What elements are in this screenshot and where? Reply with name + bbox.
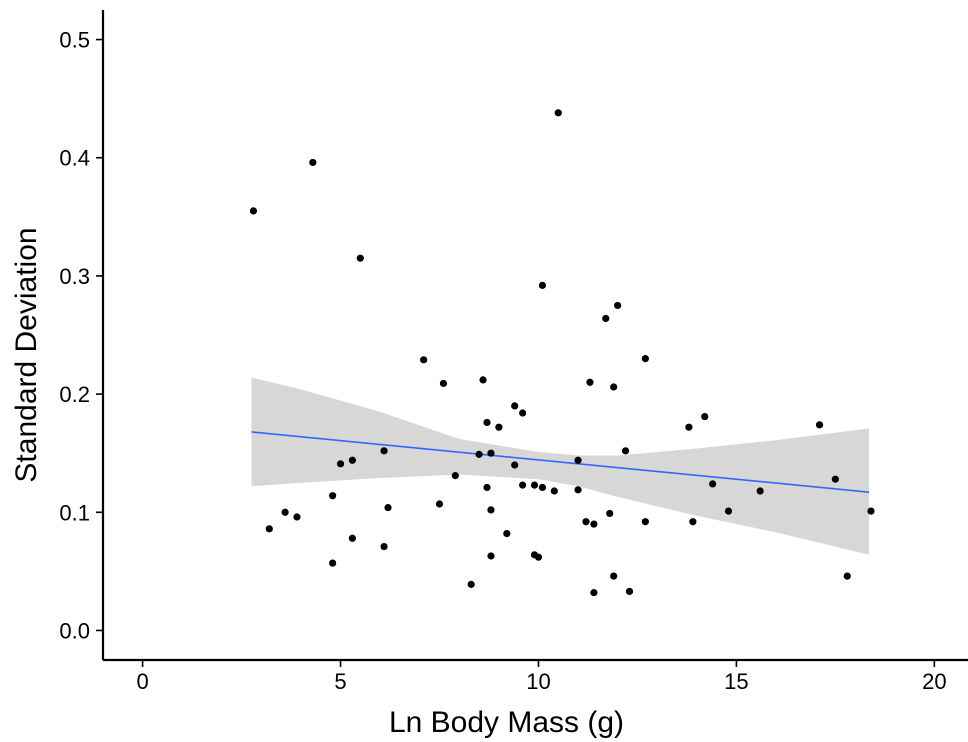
data-point: [538, 483, 547, 492]
data-point: [724, 507, 733, 515]
data-point: [590, 589, 598, 597]
data-point: [511, 402, 519, 410]
data-point: [479, 376, 487, 384]
data-point: [475, 450, 483, 458]
data-point: [582, 518, 590, 526]
data-point: [348, 534, 357, 542]
x-axis-title: Ln Body Mass (g): [389, 706, 624, 739]
data-point: [685, 423, 693, 431]
data-point: [495, 423, 503, 431]
x-tick-label: 5: [334, 669, 346, 694]
data-point: [610, 383, 618, 391]
data-point: [534, 553, 543, 561]
trend-line-layer: [251, 431, 870, 493]
axes-layer: 0.0 0.1 0.2 0.3 0.4 0.5 0 5 10 15 20: [59, 10, 968, 694]
y-tick-label: 0.1: [59, 500, 90, 525]
data-point: [756, 487, 764, 495]
data-point: [329, 559, 337, 567]
y-tick-label: 0.5: [59, 28, 90, 53]
data-point: [356, 254, 364, 262]
data-point: [384, 503, 392, 512]
data-point: [483, 418, 491, 427]
data-point: [621, 447, 630, 455]
data-point: [550, 487, 558, 495]
points-layer: [249, 109, 875, 597]
data-point: [574, 486, 582, 494]
data-point: [641, 355, 649, 363]
y-axis-title: Standard Deviation: [10, 227, 43, 482]
confidence-band: [251, 377, 869, 555]
data-point: [590, 520, 598, 528]
data-point: [451, 472, 459, 480]
data-point: [265, 525, 273, 533]
data-point: [574, 456, 582, 464]
data-point: [487, 552, 495, 560]
data-point: [831, 475, 839, 483]
x-tick-label: 20: [922, 669, 946, 694]
data-point: [709, 480, 717, 488]
data-point: [281, 508, 289, 516]
y-tick-label: 0.3: [59, 264, 90, 289]
x-tick-label: 15: [724, 669, 748, 694]
y-tick-label: 0.2: [59, 382, 90, 407]
data-point: [487, 449, 495, 457]
data-point: [380, 542, 388, 551]
data-point: [815, 421, 824, 429]
data-point: [519, 409, 527, 417]
data-point: [519, 481, 527, 489]
trend-line: [251, 431, 870, 493]
data-point: [867, 507, 875, 515]
data-point: [610, 572, 618, 580]
data-point: [487, 506, 495, 514]
data-point: [439, 379, 448, 388]
data-point: [606, 509, 614, 518]
data-point: [293, 513, 301, 521]
data-point: [511, 461, 519, 469]
data-point: [843, 572, 851, 580]
data-point: [348, 456, 357, 464]
x-tick-label: 0: [136, 669, 148, 694]
data-point: [614, 301, 622, 310]
data-point: [420, 356, 428, 364]
data-point: [586, 378, 594, 386]
data-point: [625, 587, 634, 596]
data-point: [380, 447, 388, 455]
data-point: [483, 483, 491, 492]
data-point: [602, 314, 610, 323]
x-tick-label: 10: [526, 669, 550, 694]
data-point: [329, 492, 337, 500]
data-point: [641, 518, 649, 526]
confidence-band-layer: [251, 377, 869, 555]
data-point: [249, 207, 258, 215]
data-point: [503, 529, 511, 538]
data-point: [554, 109, 562, 117]
data-point: [530, 481, 539, 489]
data-point: [538, 281, 547, 289]
data-point: [309, 158, 317, 167]
y-tick-label: 0.0: [59, 618, 90, 643]
data-point: [689, 518, 697, 526]
data-point: [467, 580, 475, 588]
data-point: [435, 500, 444, 508]
data-point: [336, 460, 345, 468]
y-tick-label: 0.4: [59, 146, 90, 171]
data-point: [701, 412, 709, 421]
